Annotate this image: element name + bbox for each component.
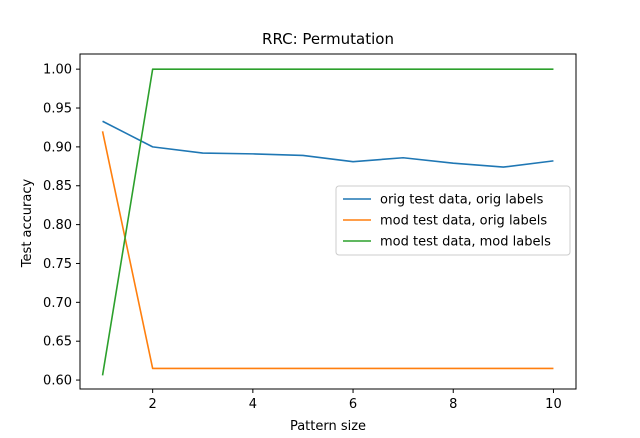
legend-label-3: mod test data, mod labels: [380, 235, 551, 250]
plot-lines: [101, 68, 554, 376]
y-tick-label: 0.70: [43, 296, 72, 311]
legend-label-1: orig test data, orig labels: [380, 193, 544, 208]
x-axis: 2 4 6 8 10: [149, 389, 562, 412]
legend: orig test data, orig labels mod test data…: [335, 185, 571, 256]
y-tick-label: 0.65: [43, 335, 72, 350]
plot-frame: [79, 53, 577, 390]
x-tick-label: 4: [249, 397, 257, 412]
legend-box: [335, 185, 571, 256]
x-tick-label: 6: [349, 397, 357, 412]
x-tick-label: 8: [449, 397, 457, 412]
y-axis-label: Test accuracy: [20, 179, 35, 269]
x-axis-label: Pattern size: [290, 419, 366, 434]
y-tick-label: 1.00: [43, 63, 72, 78]
y-tick-label: 0.60: [43, 374, 72, 389]
y-tick-label: 0.95: [43, 102, 72, 117]
chart-title: RRC: Permutation: [262, 30, 394, 48]
series-line-3: [101, 68, 554, 376]
y-tick-label: 0.90: [43, 140, 72, 155]
x-tick-label: 10: [545, 397, 562, 412]
y-tick-label: 0.85: [43, 179, 72, 194]
y-tick-label: 0.75: [43, 257, 72, 272]
series-line-2: [101, 131, 554, 370]
legend-label-2: mod test data, orig labels: [380, 214, 547, 229]
series-line-1: [102, 120, 554, 168]
x-tick-label: 2: [149, 397, 157, 412]
y-tick-label: 0.80: [43, 218, 72, 233]
y-axis: 0.60 0.65 0.70 0.75 0.80 0.85 0.90 0.95 1.00: [43, 63, 80, 389]
